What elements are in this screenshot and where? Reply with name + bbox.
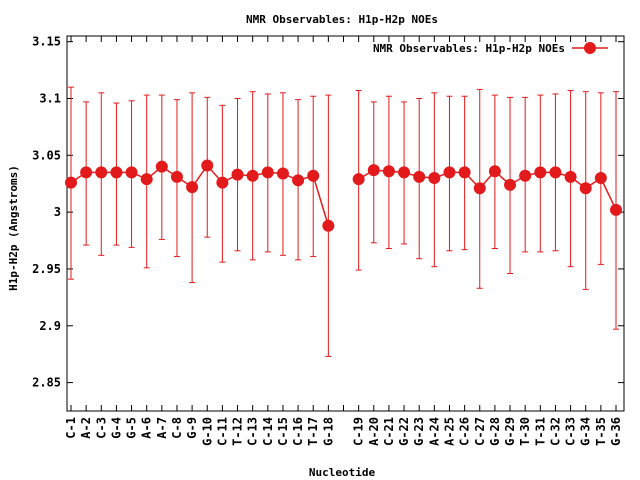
x-tick-label: A-7	[155, 417, 169, 439]
data-point	[610, 203, 622, 216]
data-point	[307, 169, 320, 182]
data-point	[125, 166, 138, 179]
data-point	[413, 170, 426, 183]
x-axis-title: Nucleotide	[309, 466, 376, 479]
x-tick-label: A-24	[427, 417, 441, 446]
data-point	[534, 166, 547, 179]
data-point	[428, 172, 441, 185]
data-point	[276, 167, 289, 180]
data-point	[110, 166, 123, 179]
x-tick-label: A-2	[79, 417, 93, 439]
legend-label: NMR Observables: H1p-H2p NOEs	[373, 42, 565, 55]
plot-frame	[66, 35, 625, 412]
x-tick-label: T-12	[231, 417, 245, 446]
x-tick-label: G-4	[109, 417, 123, 439]
x-tick-label: C-21	[382, 417, 396, 446]
data-point	[473, 182, 486, 195]
data-point	[231, 168, 244, 181]
data-point	[382, 165, 395, 178]
data-point	[322, 219, 335, 232]
x-tick-label: T-30	[518, 417, 532, 446]
data-point	[201, 159, 214, 172]
data-point	[594, 172, 607, 185]
x-tick-label: C-15	[276, 417, 290, 446]
error-bars	[68, 86, 619, 357]
y-tick-label: 2.9	[39, 319, 61, 333]
x-tick-label: C-3	[94, 417, 108, 439]
data-point	[579, 182, 592, 195]
data-point	[564, 170, 577, 183]
data-point	[95, 166, 108, 179]
y-tick-label: 3	[54, 205, 61, 219]
x-tick-label: C-27	[473, 417, 487, 446]
x-tick-label: G-22	[397, 417, 411, 446]
x-tick-label: T-35	[594, 417, 608, 446]
x-tick-label: G-10	[200, 417, 214, 446]
x-tick-label: A-6	[140, 417, 154, 439]
y-tick-label: 3.15	[32, 35, 61, 49]
data-point	[549, 166, 562, 179]
x-tick-label: C-8	[170, 417, 184, 439]
x-tick-label: A-25	[442, 417, 456, 446]
data-points	[65, 159, 622, 232]
x-tick-label: C-1	[64, 417, 78, 439]
y-tick-label: 2.85	[32, 376, 61, 390]
data-point	[443, 166, 456, 179]
series-lines	[70, 164, 617, 226]
series-line	[70, 164, 330, 226]
legend: NMR Observables: H1p-H2p NOEs	[373, 42, 608, 55]
x-tick-label: G-5	[125, 417, 139, 439]
data-point	[458, 166, 471, 179]
x-tick-label: C-26	[458, 417, 472, 446]
x-tick-label: C-33	[564, 417, 578, 446]
x-tick-label: C-16	[291, 417, 305, 446]
data-point	[186, 181, 199, 194]
y-axis-title: H1p-H2p (Angstroms)	[7, 165, 20, 291]
data-point	[488, 165, 501, 178]
x-tick-label: C-11	[215, 417, 229, 446]
x-tick-label: C-19	[352, 417, 366, 446]
legend-marker	[584, 42, 596, 54]
data-point	[140, 173, 153, 186]
data-point	[170, 170, 183, 183]
x-tick-label: G-28	[488, 417, 502, 446]
y-axis: 2.85 2.9 2.95 3 3.05 3.1 3.15	[32, 35, 624, 390]
data-point	[367, 164, 380, 177]
x-tick-label: G-9	[185, 417, 199, 439]
x-tick-label: T-31	[533, 417, 547, 446]
series-line	[358, 169, 617, 211]
data-point	[519, 169, 532, 182]
y-tick-label: 2.95	[32, 262, 61, 276]
x-tick-label: T-17	[306, 417, 320, 446]
data-point	[504, 178, 517, 191]
data-point	[398, 166, 411, 179]
data-point	[246, 169, 259, 182]
data-point	[65, 176, 77, 189]
x-tick-label: C-32	[548, 417, 562, 446]
x-tick-label: G-29	[503, 417, 517, 446]
x-tick-label: A-20	[367, 417, 381, 446]
x-tick-label: G-34	[579, 417, 593, 446]
data-point	[216, 176, 229, 189]
x-tick-label: G-36	[609, 417, 623, 446]
x-tick-label: C-13	[246, 417, 260, 446]
data-point	[261, 166, 274, 179]
y-tick-label: 3.05	[32, 148, 61, 162]
data-point	[292, 174, 305, 187]
x-tick-label: C-14	[261, 417, 275, 446]
x-axis: C-1 A-2 C-3 G-4 G-5 A-6 A-7 C-8 G-9 G-10 C-11 T-12 C…	[64, 36, 623, 446]
x-tick-label: G-18	[321, 417, 335, 446]
data-point	[80, 166, 93, 179]
data-point	[352, 173, 365, 186]
chart-title: NMR Observables: H1p-H2p NOEs	[246, 13, 438, 26]
data-point	[155, 160, 168, 173]
x-tick-label: G-23	[412, 417, 426, 446]
y-tick-label: 3.1	[39, 92, 61, 106]
